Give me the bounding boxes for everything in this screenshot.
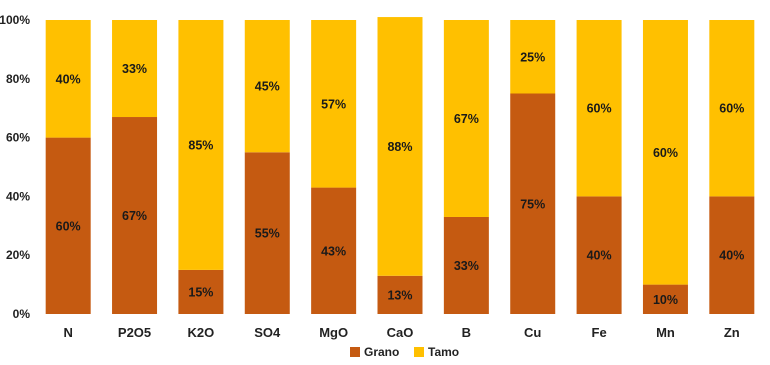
x-tick-label: N (63, 325, 72, 340)
bar-segment-tamo (244, 20, 290, 153)
bar-segment-tamo (576, 20, 622, 197)
bar-segment-grano (311, 187, 357, 314)
x-tick-label: B (462, 325, 471, 340)
legend-swatch-grano (350, 347, 360, 357)
bar-segment-grano (510, 93, 556, 314)
data-label-grano: 10% (653, 293, 678, 307)
data-label-grano: 75% (520, 197, 545, 211)
data-label-grano: 55% (255, 227, 280, 241)
x-tick-label: Cu (524, 325, 541, 340)
legend-label-tamo: Tamo (428, 345, 459, 359)
bar-segment-grano (576, 196, 622, 314)
y-tick-label: 20% (6, 248, 30, 262)
bar-segment-tamo (709, 20, 755, 197)
y-tick-label: 80% (6, 72, 30, 86)
data-label-grano: 13% (387, 288, 412, 302)
bar-segment-tamo (178, 20, 224, 270)
bar-segment-grano (709, 196, 755, 314)
bar-segment-grano (178, 269, 224, 314)
bar-segment-grano (244, 152, 290, 314)
data-label-tamo: 33% (122, 62, 147, 76)
bar-segment-grano (377, 275, 423, 314)
bar-segment-tamo (112, 20, 158, 118)
y-tick-label: 40% (6, 189, 30, 203)
x-tick-label: MgO (319, 325, 348, 340)
bar-segment-tamo (311, 20, 357, 188)
data-label-tamo: 88% (387, 140, 412, 154)
legend: Grano Tamo (350, 345, 459, 359)
bar-segment-tamo (377, 17, 423, 276)
data-label-tamo: 60% (719, 102, 744, 116)
x-tick-label: SO4 (254, 325, 281, 340)
x-tick-label: Zn (724, 325, 740, 340)
bars: 60% 40% 67% 33% 15% 85% 55% 45% 43% 57% 13% 88% 33% 6… (45, 17, 755, 315)
data-label-tamo: 25% (520, 50, 545, 64)
legend-swatch-tamo (414, 347, 424, 357)
bar-segment-grano (443, 216, 489, 314)
bar-segment-grano (45, 137, 91, 314)
data-label-tamo: 67% (454, 112, 479, 126)
x-tick-label: Mn (656, 325, 675, 340)
x-tick-label: K2O (188, 325, 215, 340)
data-label-grano: 33% (454, 259, 479, 273)
data-label-grano: 40% (719, 249, 744, 263)
y-axis: 0% 20% 40% 60% 80% 100% (0, 13, 30, 321)
bar-segment-tamo (642, 20, 688, 285)
data-label-tamo: 60% (587, 102, 612, 116)
bar-segment-grano (642, 284, 688, 314)
data-label-tamo: 60% (653, 146, 678, 160)
bar-segment-grano (112, 117, 158, 315)
x-tick-label: CaO (387, 325, 414, 340)
data-label-tamo: 40% (56, 72, 81, 86)
data-label-tamo: 45% (255, 80, 280, 94)
y-tick-label: 60% (6, 131, 30, 145)
legend-label-grano: Grano (364, 345, 399, 359)
data-label-grano: 67% (122, 209, 147, 223)
x-tick-label: P2O5 (118, 325, 151, 340)
data-label-tamo: 85% (188, 138, 213, 152)
data-label-grano: 60% (56, 219, 81, 233)
bar-segment-tamo (443, 20, 489, 217)
x-axis: N P2O5 K2O SO4 MgO CaO B Cu Fe Mn Zn (63, 325, 739, 340)
data-label-grano: 40% (587, 249, 612, 263)
x-tick-label: Fe (592, 325, 607, 340)
bar-segment-tamo (45, 20, 91, 138)
data-label-grano: 43% (321, 244, 346, 258)
data-label-tamo: 57% (321, 97, 346, 111)
y-tick-label: 100% (0, 13, 30, 27)
bar-segment-tamo (510, 20, 556, 94)
data-label-grano: 15% (188, 285, 213, 299)
y-tick-label: 0% (13, 307, 31, 321)
